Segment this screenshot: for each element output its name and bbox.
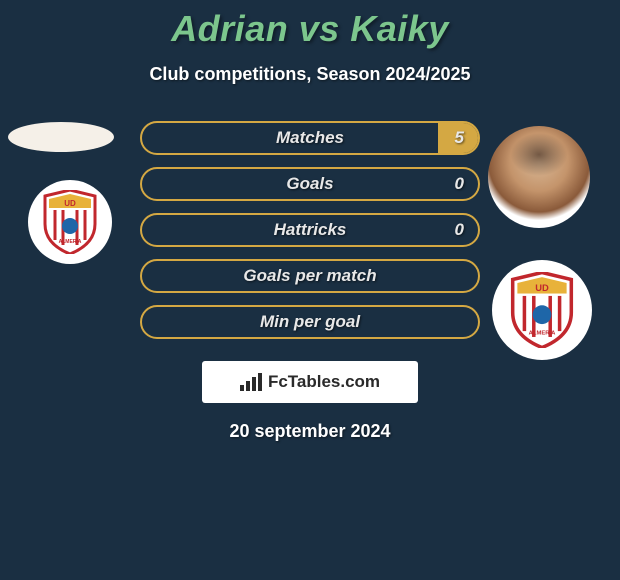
stat-value-right: 5 (455, 128, 464, 148)
brand-text: FcTables.com (268, 372, 380, 392)
stat-row: Min per goal (140, 305, 480, 339)
shield-icon: UD ALMERIA (508, 272, 576, 348)
svg-text:ALMERIA: ALMERIA (59, 239, 82, 245)
stat-row: Matches 5 (140, 121, 480, 155)
stat-row: Goals per match (140, 259, 480, 293)
page-title: Adrian vs Kaiky (0, 0, 620, 50)
stat-value-right: 0 (455, 174, 464, 194)
stat-label: Goals (286, 174, 333, 194)
stat-row: Goals 0 (140, 167, 480, 201)
stat-label: Min per goal (260, 312, 360, 332)
chart-bar-icon (240, 373, 262, 391)
player-right-avatar (488, 126, 590, 228)
svg-text:UD: UD (64, 199, 76, 208)
svg-text:ALMERIA: ALMERIA (529, 331, 556, 337)
stat-label: Matches (276, 128, 344, 148)
stat-value-right: 0 (455, 220, 464, 240)
club-badge-left: UD ALMERIA (28, 180, 112, 264)
stat-label: Goals per match (243, 266, 376, 286)
shield-icon: UD ALMERIA (41, 190, 99, 254)
subtitle: Club competitions, Season 2024/2025 (0, 64, 620, 85)
svg-text:UD: UD (535, 283, 549, 293)
brand-box[interactable]: FcTables.com (202, 361, 418, 403)
player-left-avatar (8, 122, 114, 152)
stat-label: Hattricks (274, 220, 347, 240)
club-badge-right: UD ALMERIA (492, 260, 592, 360)
date-label: 20 september 2024 (0, 421, 620, 442)
stat-row: Hattricks 0 (140, 213, 480, 247)
